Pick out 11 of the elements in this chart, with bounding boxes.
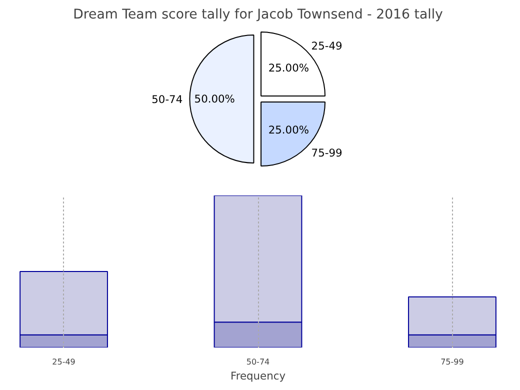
data-label: 25.00% (268, 62, 310, 75)
x-tick-label: 25-49 (52, 358, 76, 366)
slice-label: 25-49 (311, 39, 342, 52)
x-tick-label: 75-99 (440, 358, 464, 366)
slice-label: 50-74 (152, 93, 183, 106)
x-tick-label: 50-74 (246, 358, 270, 366)
chart-title: Dream Team score tally for Jacob Townsend - 2016 tally (73, 8, 444, 22)
data-label: 25.00% (268, 123, 310, 136)
slice-label: 75-99 (311, 146, 342, 160)
data-label: 50.00% (194, 92, 235, 106)
x-axis-title: Frequency (230, 370, 286, 382)
